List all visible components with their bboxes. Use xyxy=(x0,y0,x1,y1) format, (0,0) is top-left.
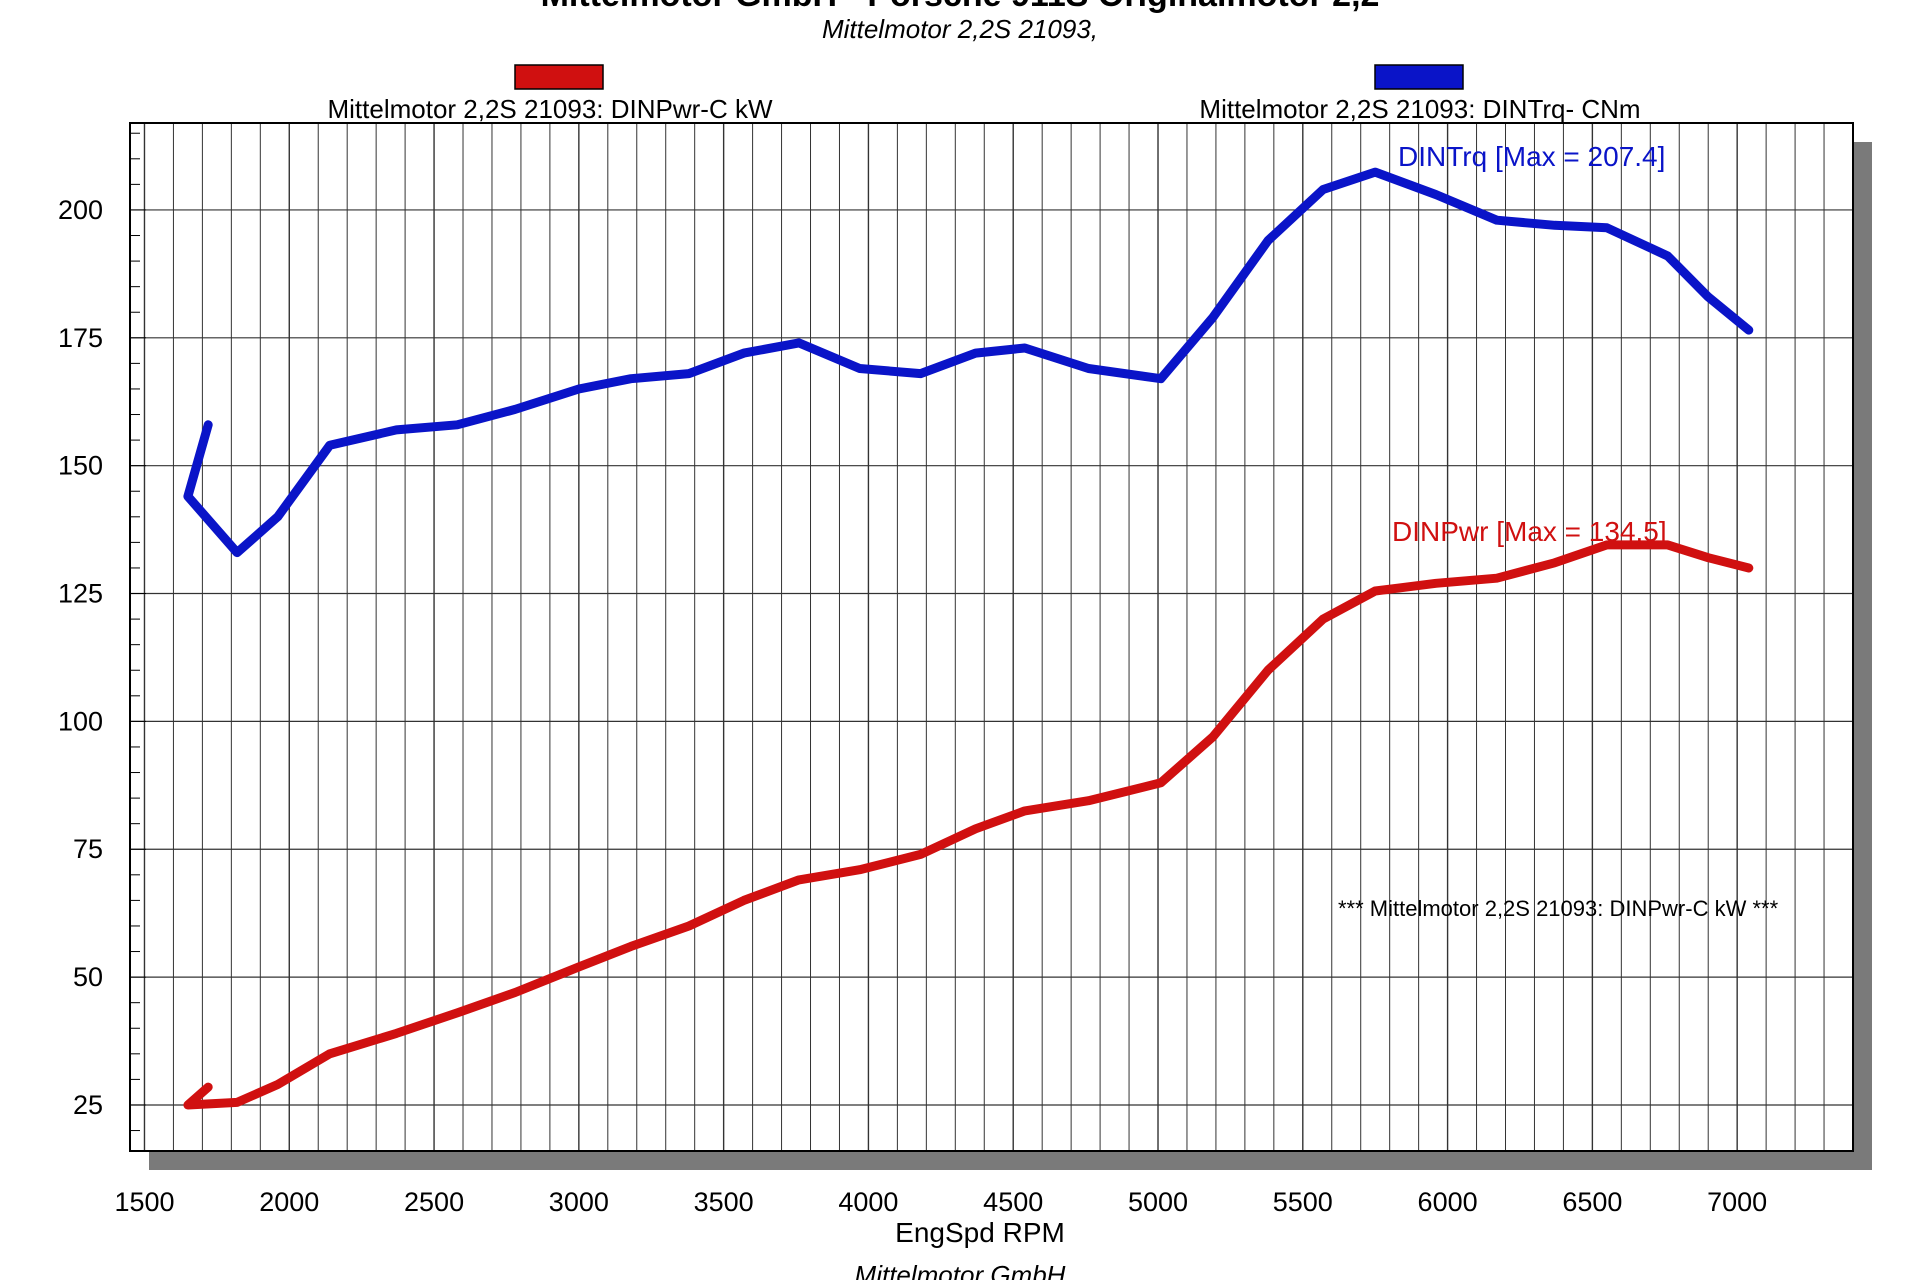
x-tick-label: 4000 xyxy=(838,1187,898,1217)
x-tick-label: 2000 xyxy=(259,1187,319,1217)
x-tick-label: 4500 xyxy=(983,1187,1043,1217)
x-tick-label: 5000 xyxy=(1128,1187,1188,1217)
grid xyxy=(130,123,1854,1151)
series-line-dintrq xyxy=(183,167,1754,558)
series-line-dinpwr xyxy=(183,540,1754,1110)
x-tick-label: 2500 xyxy=(404,1187,464,1217)
series-note: *** Mittelmotor 2,2S 21093: DINPwr-C kW … xyxy=(1338,896,1779,921)
x-tick-label: 6000 xyxy=(1418,1187,1478,1217)
y-axis-ticks: 25 50 75 100 125 150 175 200 xyxy=(58,132,146,1132)
legend-swatch-torque xyxy=(1374,64,1464,90)
y-tick-label: 25 xyxy=(73,1090,103,1120)
chart-title: Mittelmotor GmbH - Porsche 911S Original… xyxy=(541,0,1380,14)
legend-swatch-power xyxy=(514,64,604,90)
torque-max-annotation: DINTrq [Max = 207.4] xyxy=(1398,141,1665,172)
legend-label-power: Mittelmotor 2,2S 21093: DINPwr-C kW xyxy=(327,94,772,124)
y-tick-label: 200 xyxy=(58,195,103,225)
x-axis-label: EngSpd RPM xyxy=(895,1217,1065,1248)
legend-label-torque: Mittelmotor 2,2S 21093: DINTrq- CNm xyxy=(1199,94,1640,124)
y-tick-label: 75 xyxy=(73,834,103,864)
x-tick-label: 3000 xyxy=(549,1187,609,1217)
plot-area xyxy=(130,123,1853,1151)
chart-subtitle: Mittelmotor 2,2S 21093, xyxy=(822,14,1098,44)
y-tick-label: 150 xyxy=(58,451,103,481)
x-tick-label: 5500 xyxy=(1273,1187,1333,1217)
x-axis-ticks: 1500 2000 2500 3000 3500 4000 4500 5000 5500 6000… xyxy=(114,1187,1767,1217)
x-tick-label: 1500 xyxy=(114,1187,174,1217)
x-tick-label: 7000 xyxy=(1707,1187,1767,1217)
x-tick-label: 6500 xyxy=(1562,1187,1622,1217)
plot-frame xyxy=(129,122,1854,1152)
power-max-annotation: DINPwr [Max = 134.5] xyxy=(1392,516,1667,547)
x-tick-label: 3500 xyxy=(694,1187,754,1217)
y-tick-label: 175 xyxy=(58,323,103,353)
series-layer xyxy=(183,167,1754,1110)
y-tick-label: 50 xyxy=(73,962,103,992)
y-tick-label: 100 xyxy=(58,706,103,736)
y-tick-label: 125 xyxy=(58,579,103,609)
footer-company: Mittelmotor GmbH xyxy=(855,1260,1066,1280)
